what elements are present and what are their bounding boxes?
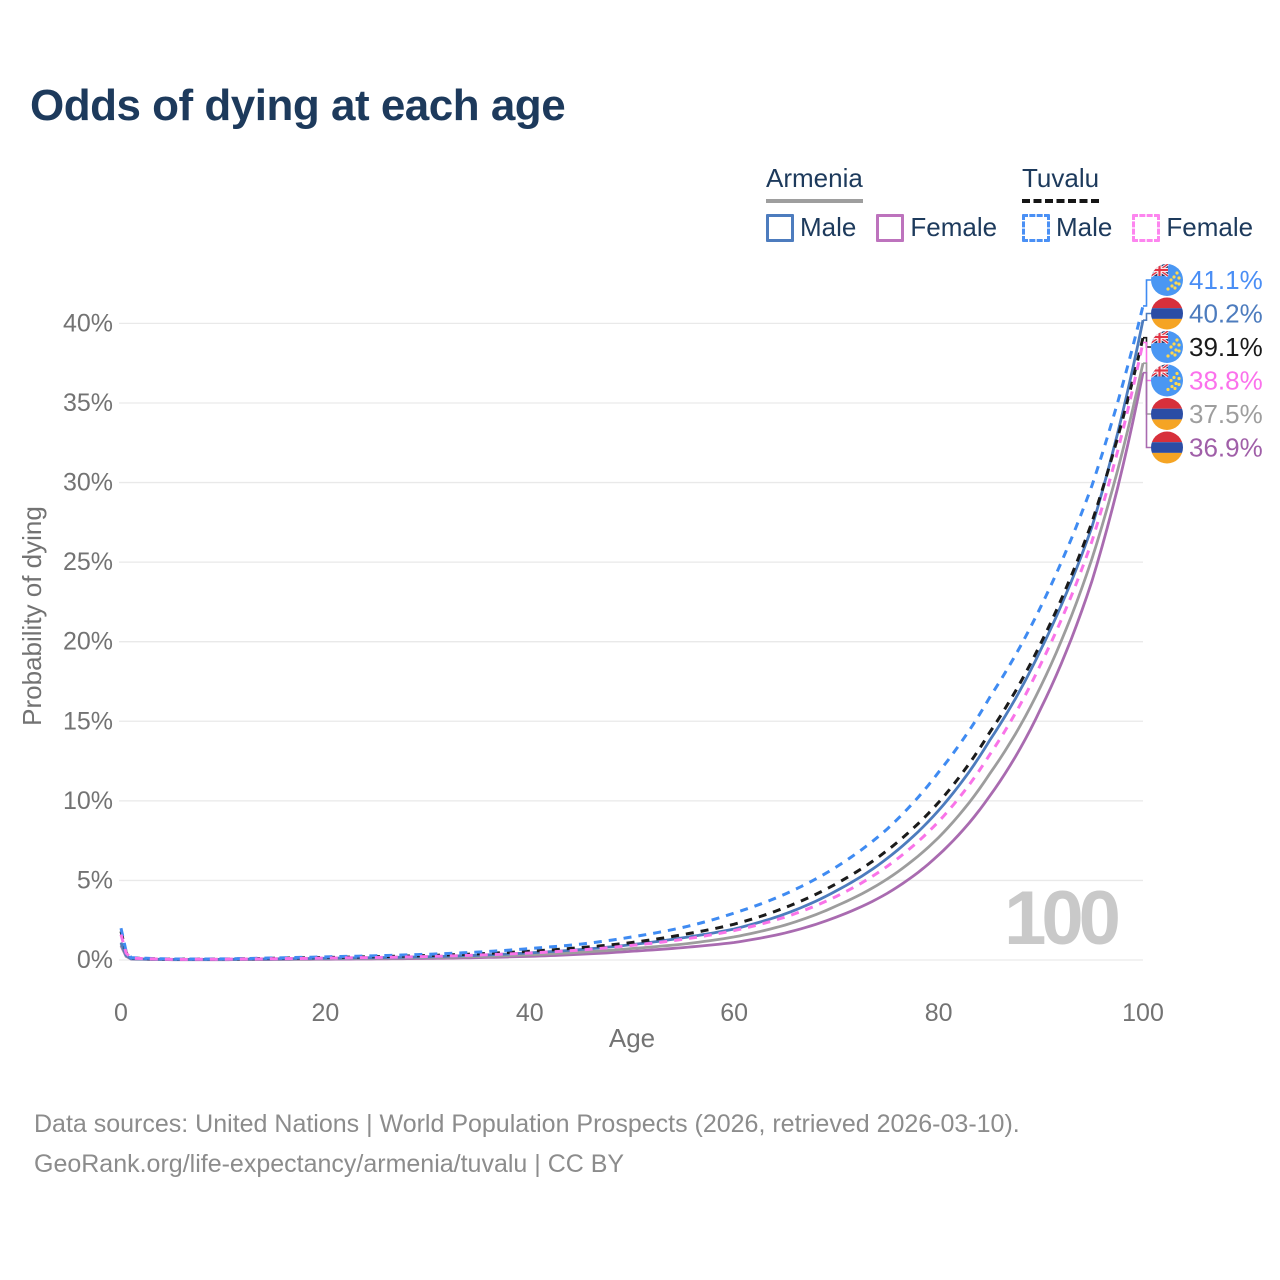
end-connector-tuvalu-female [1143, 341, 1151, 382]
x-tick-60: 60 [720, 999, 748, 1027]
x-tick-100: 100 [1122, 999, 1164, 1027]
y-tick-30: 30% [63, 469, 113, 497]
armenia-female-swatch-icon [876, 213, 905, 242]
end-label-armenia-both: 37.5% [1189, 399, 1263, 429]
legend-label-tuvalu-male: Male [1056, 212, 1113, 242]
end-connector-tuvalu-male [1143, 279, 1151, 307]
legend-item-armenia-female[interactable]: Female [876, 212, 997, 243]
flag-armenia-icon [1151, 431, 1183, 464]
legend-label-armenia-female: Female [910, 212, 998, 242]
y-tick-35: 35% [63, 389, 113, 417]
legend-label-armenia-male: Male [800, 212, 857, 242]
series-line-armenia-male [119, 319, 1145, 961]
end-label-armenia-female: 36.9% [1189, 433, 1263, 463]
series-line-armenia-female [119, 372, 1145, 962]
flag-armenia-icon [1151, 297, 1183, 330]
flag-tuvalu-icon [1151, 364, 1183, 397]
tuvalu-female-swatch-icon [1132, 213, 1161, 242]
legend-item-armenia-male[interactable]: Male [766, 212, 856, 243]
tuvalu-male-swatch-icon [1022, 213, 1050, 242]
legend-label-tuvalu-female: Female [1166, 212, 1254, 242]
y-tick-10: 10% [63, 787, 113, 815]
age-counter-watermark: 100 [1004, 876, 1119, 961]
series-line-armenia-both [119, 362, 1145, 961]
armenia-male-swatch-icon [766, 213, 794, 242]
flag-tuvalu-icon [1151, 264, 1183, 296]
y-tick-5: 5% [77, 866, 113, 894]
series-line-tuvalu-female [119, 342, 1145, 961]
x-axis-title: Age [609, 1023, 655, 1053]
legend-group-title-tuvalu: Tuvalu [1022, 163, 1100, 203]
y-tick-20: 20% [63, 628, 113, 656]
end-connector-armenia-male [1143, 312, 1151, 322]
x-tick-40: 40 [516, 999, 544, 1027]
x-tick-0: 0 [114, 999, 128, 1027]
page-title: Odds of dying at each age [30, 81, 566, 130]
end-label-tuvalu-male: 41.1% [1189, 265, 1263, 295]
y-tick-15: 15% [63, 707, 113, 735]
legend-item-tuvalu-male[interactable]: Male [1022, 212, 1112, 243]
y-tick-40: 40% [63, 309, 113, 337]
end-label-tuvalu-female: 38.8% [1189, 366, 1263, 396]
flag-tuvalu-icon [1151, 331, 1183, 363]
x-tick-80: 80 [925, 999, 953, 1027]
footer-source-line: Data sources: United Nations | World Pop… [34, 1110, 1020, 1138]
y-tick-0: 0% [77, 946, 113, 974]
legend-group-title-armenia: Armenia [766, 163, 863, 203]
legend-group-armenia: Armenia Male Female [766, 163, 997, 243]
series-line-tuvalu-male [119, 305, 1145, 961]
y-axis-title: Probability of dying [17, 506, 47, 726]
y-tick-25: 25% [63, 548, 113, 576]
series-line-tuvalu-both [119, 337, 1145, 961]
flag-armenia-icon [1151, 398, 1183, 430]
legend-group-tuvalu: Tuvalu Male Female [1022, 163, 1253, 243]
end-label-armenia-male: 40.2% [1189, 299, 1263, 329]
x-tick-20: 20 [311, 999, 339, 1027]
legend-row-tuvalu: Male Female [1022, 212, 1253, 243]
legend-item-tuvalu-female[interactable]: Female [1132, 212, 1253, 243]
end-connector-armenia-female [1143, 371, 1151, 449]
footer-url-line: GeoRank.org/life-expectancy/armenia/tuva… [34, 1150, 625, 1178]
end-label-tuvalu-both: 39.1% [1189, 332, 1263, 362]
legend-row-armenia: Male Female [766, 212, 997, 243]
